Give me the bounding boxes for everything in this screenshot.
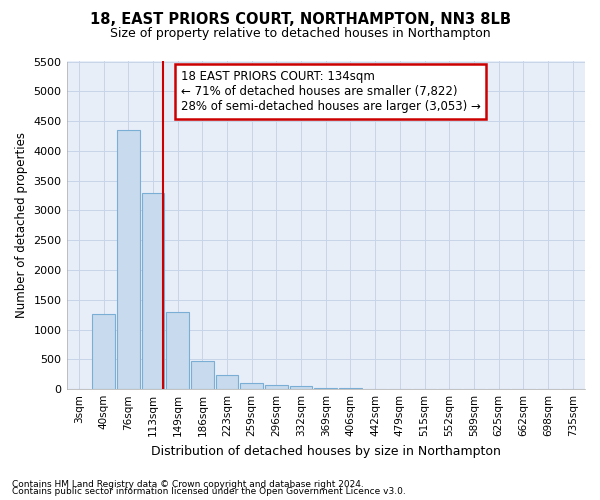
Text: Contains HM Land Registry data © Crown copyright and database right 2024.: Contains HM Land Registry data © Crown c…: [12, 480, 364, 489]
Bar: [92, 314, 115, 389]
Bar: [215, 376, 238, 389]
Text: Size of property relative to detached houses in Northampton: Size of property relative to detached ho…: [110, 28, 490, 40]
X-axis label: Distribution of detached houses by size in Northampton: Distribution of detached houses by size …: [151, 444, 501, 458]
Text: 18 EAST PRIORS COURT: 134sqm
← 71% of detached houses are smaller (7,822)
28% of: 18 EAST PRIORS COURT: 134sqm ← 71% of de…: [181, 70, 481, 112]
Text: Contains public sector information licensed under the Open Government Licence v3: Contains public sector information licen…: [12, 488, 406, 496]
Bar: [191, 360, 214, 389]
Bar: [339, 388, 362, 389]
Y-axis label: Number of detached properties: Number of detached properties: [15, 132, 28, 318]
Bar: [241, 383, 263, 389]
Bar: [265, 384, 288, 389]
Bar: [166, 312, 189, 389]
Bar: [117, 130, 140, 389]
Bar: [290, 386, 313, 389]
Bar: [314, 388, 337, 389]
Text: 18, EAST PRIORS COURT, NORTHAMPTON, NN3 8LB: 18, EAST PRIORS COURT, NORTHAMPTON, NN3 …: [89, 12, 511, 28]
Bar: [142, 192, 164, 389]
